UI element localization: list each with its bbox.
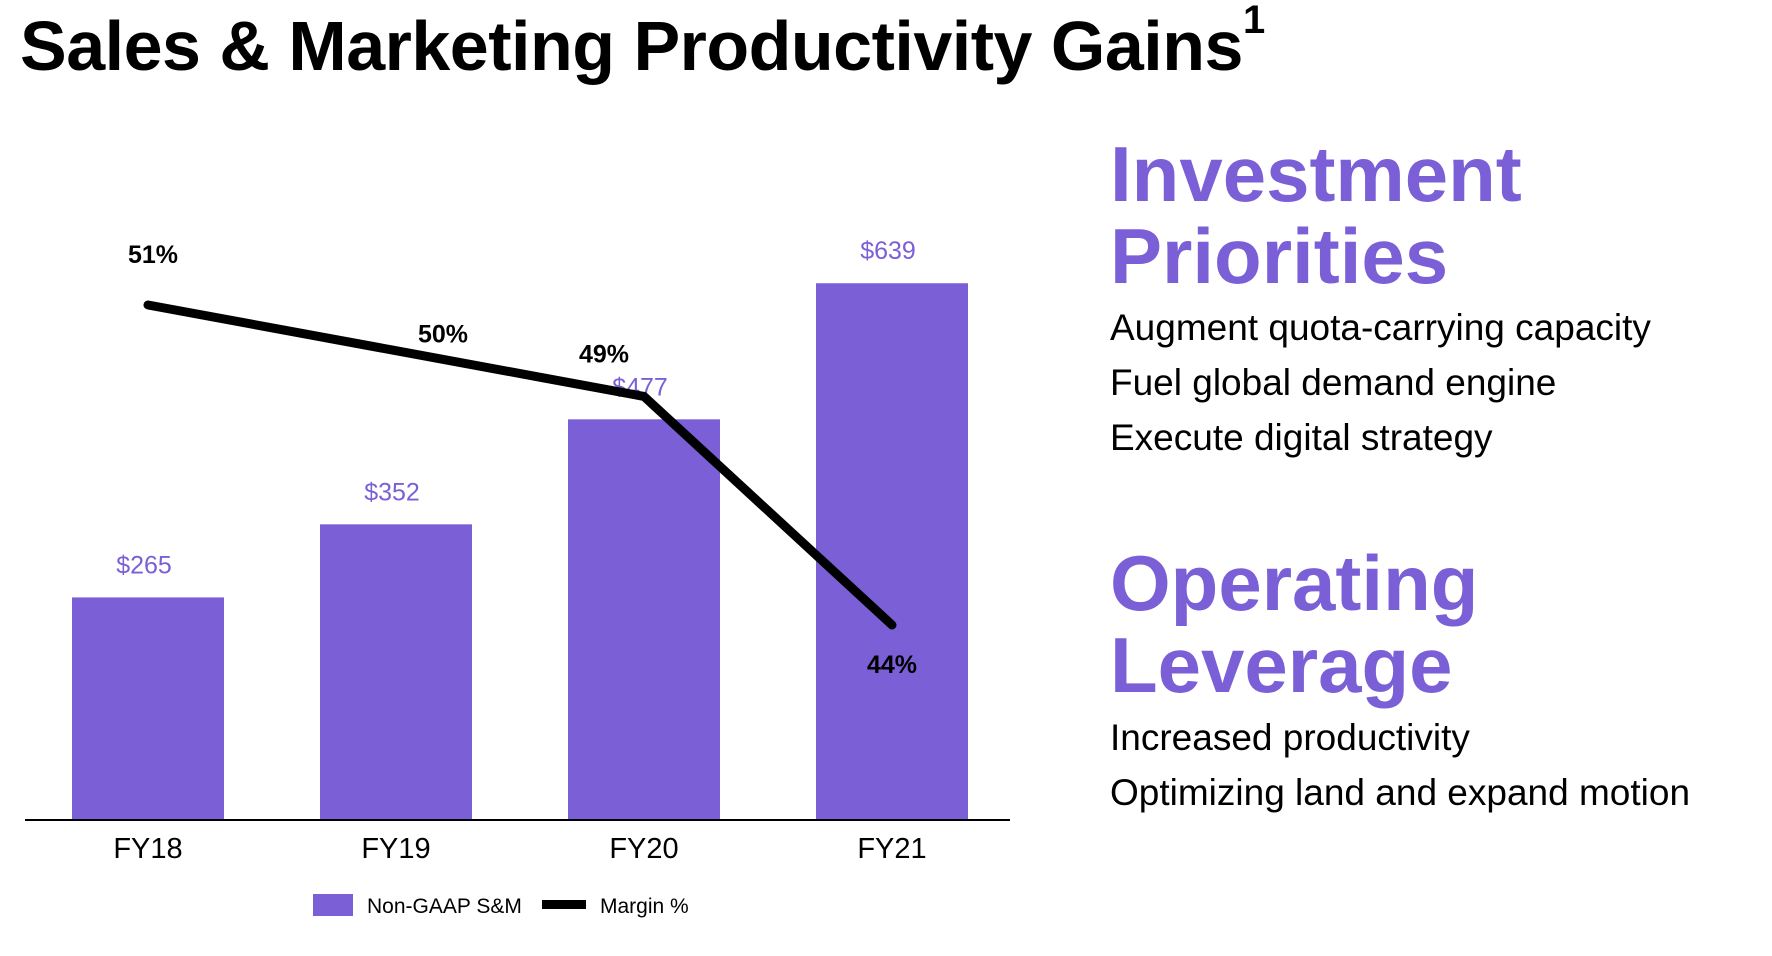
title-footnote-marker: 1 xyxy=(1242,0,1265,42)
right-panel: Investment Priorities Augment quota-carr… xyxy=(1110,0,1760,956)
list-item: Increased productivity xyxy=(1110,717,1470,758)
margin-value-label: 44% xyxy=(867,651,917,679)
bar-fy18 xyxy=(72,597,224,820)
operating-leverage-heading: Operating Leverage xyxy=(1110,539,1479,709)
page-title: Sales & Marketing Productivity Gains1 xyxy=(20,0,1265,87)
investment-priorities-heading: Investment Priorities xyxy=(1110,130,1522,300)
investment-priorities-list: Augment quota-carrying capacity Fuel glo… xyxy=(1110,300,1651,465)
bar-value-label: $639 xyxy=(860,237,916,265)
margin-line xyxy=(143,300,897,630)
legend-label: Margin % xyxy=(600,895,689,918)
bar-fy21 xyxy=(816,283,968,820)
list-item: Execute digital strategy xyxy=(1110,417,1493,458)
x-tick-label: FY21 xyxy=(857,833,926,865)
chart: $265FY18$352FY19$477FY20$639FY2151%50%49… xyxy=(25,237,1010,918)
legend-swatch-non-gaap-sm xyxy=(313,894,353,916)
bar-fy20 xyxy=(568,419,720,820)
x-tick-label: FY18 xyxy=(113,833,182,865)
list-item: Optimizing land and expand motion xyxy=(1110,772,1691,813)
margin-value-label: 49% xyxy=(579,340,629,368)
heading-line: Priorities xyxy=(1110,211,1449,300)
bar-value-label: $265 xyxy=(116,551,172,579)
margin-value-label: 50% xyxy=(418,321,468,349)
operating-leverage-list: Increased productivity Optimizing land a… xyxy=(1110,710,1690,820)
heading-line: Leverage xyxy=(1110,620,1453,709)
x-tick-label: FY19 xyxy=(361,833,430,865)
legend-swatch-margin xyxy=(542,900,586,909)
bar-value-label: $352 xyxy=(364,478,420,506)
heading-line: Operating xyxy=(1110,539,1479,627)
page-title-text: Sales & Marketing Productivity Gains xyxy=(20,7,1243,85)
legend-label: Non-GAAP S&M xyxy=(367,895,522,918)
list-item: Augment quota-carrying capacity xyxy=(1110,307,1651,348)
list-item: Fuel global demand engine xyxy=(1110,362,1557,403)
x-tick-label: FY20 xyxy=(609,833,678,865)
heading-line: Investment xyxy=(1110,130,1522,218)
bar-fy19 xyxy=(320,524,472,820)
margin-value-label: 51% xyxy=(128,241,178,269)
